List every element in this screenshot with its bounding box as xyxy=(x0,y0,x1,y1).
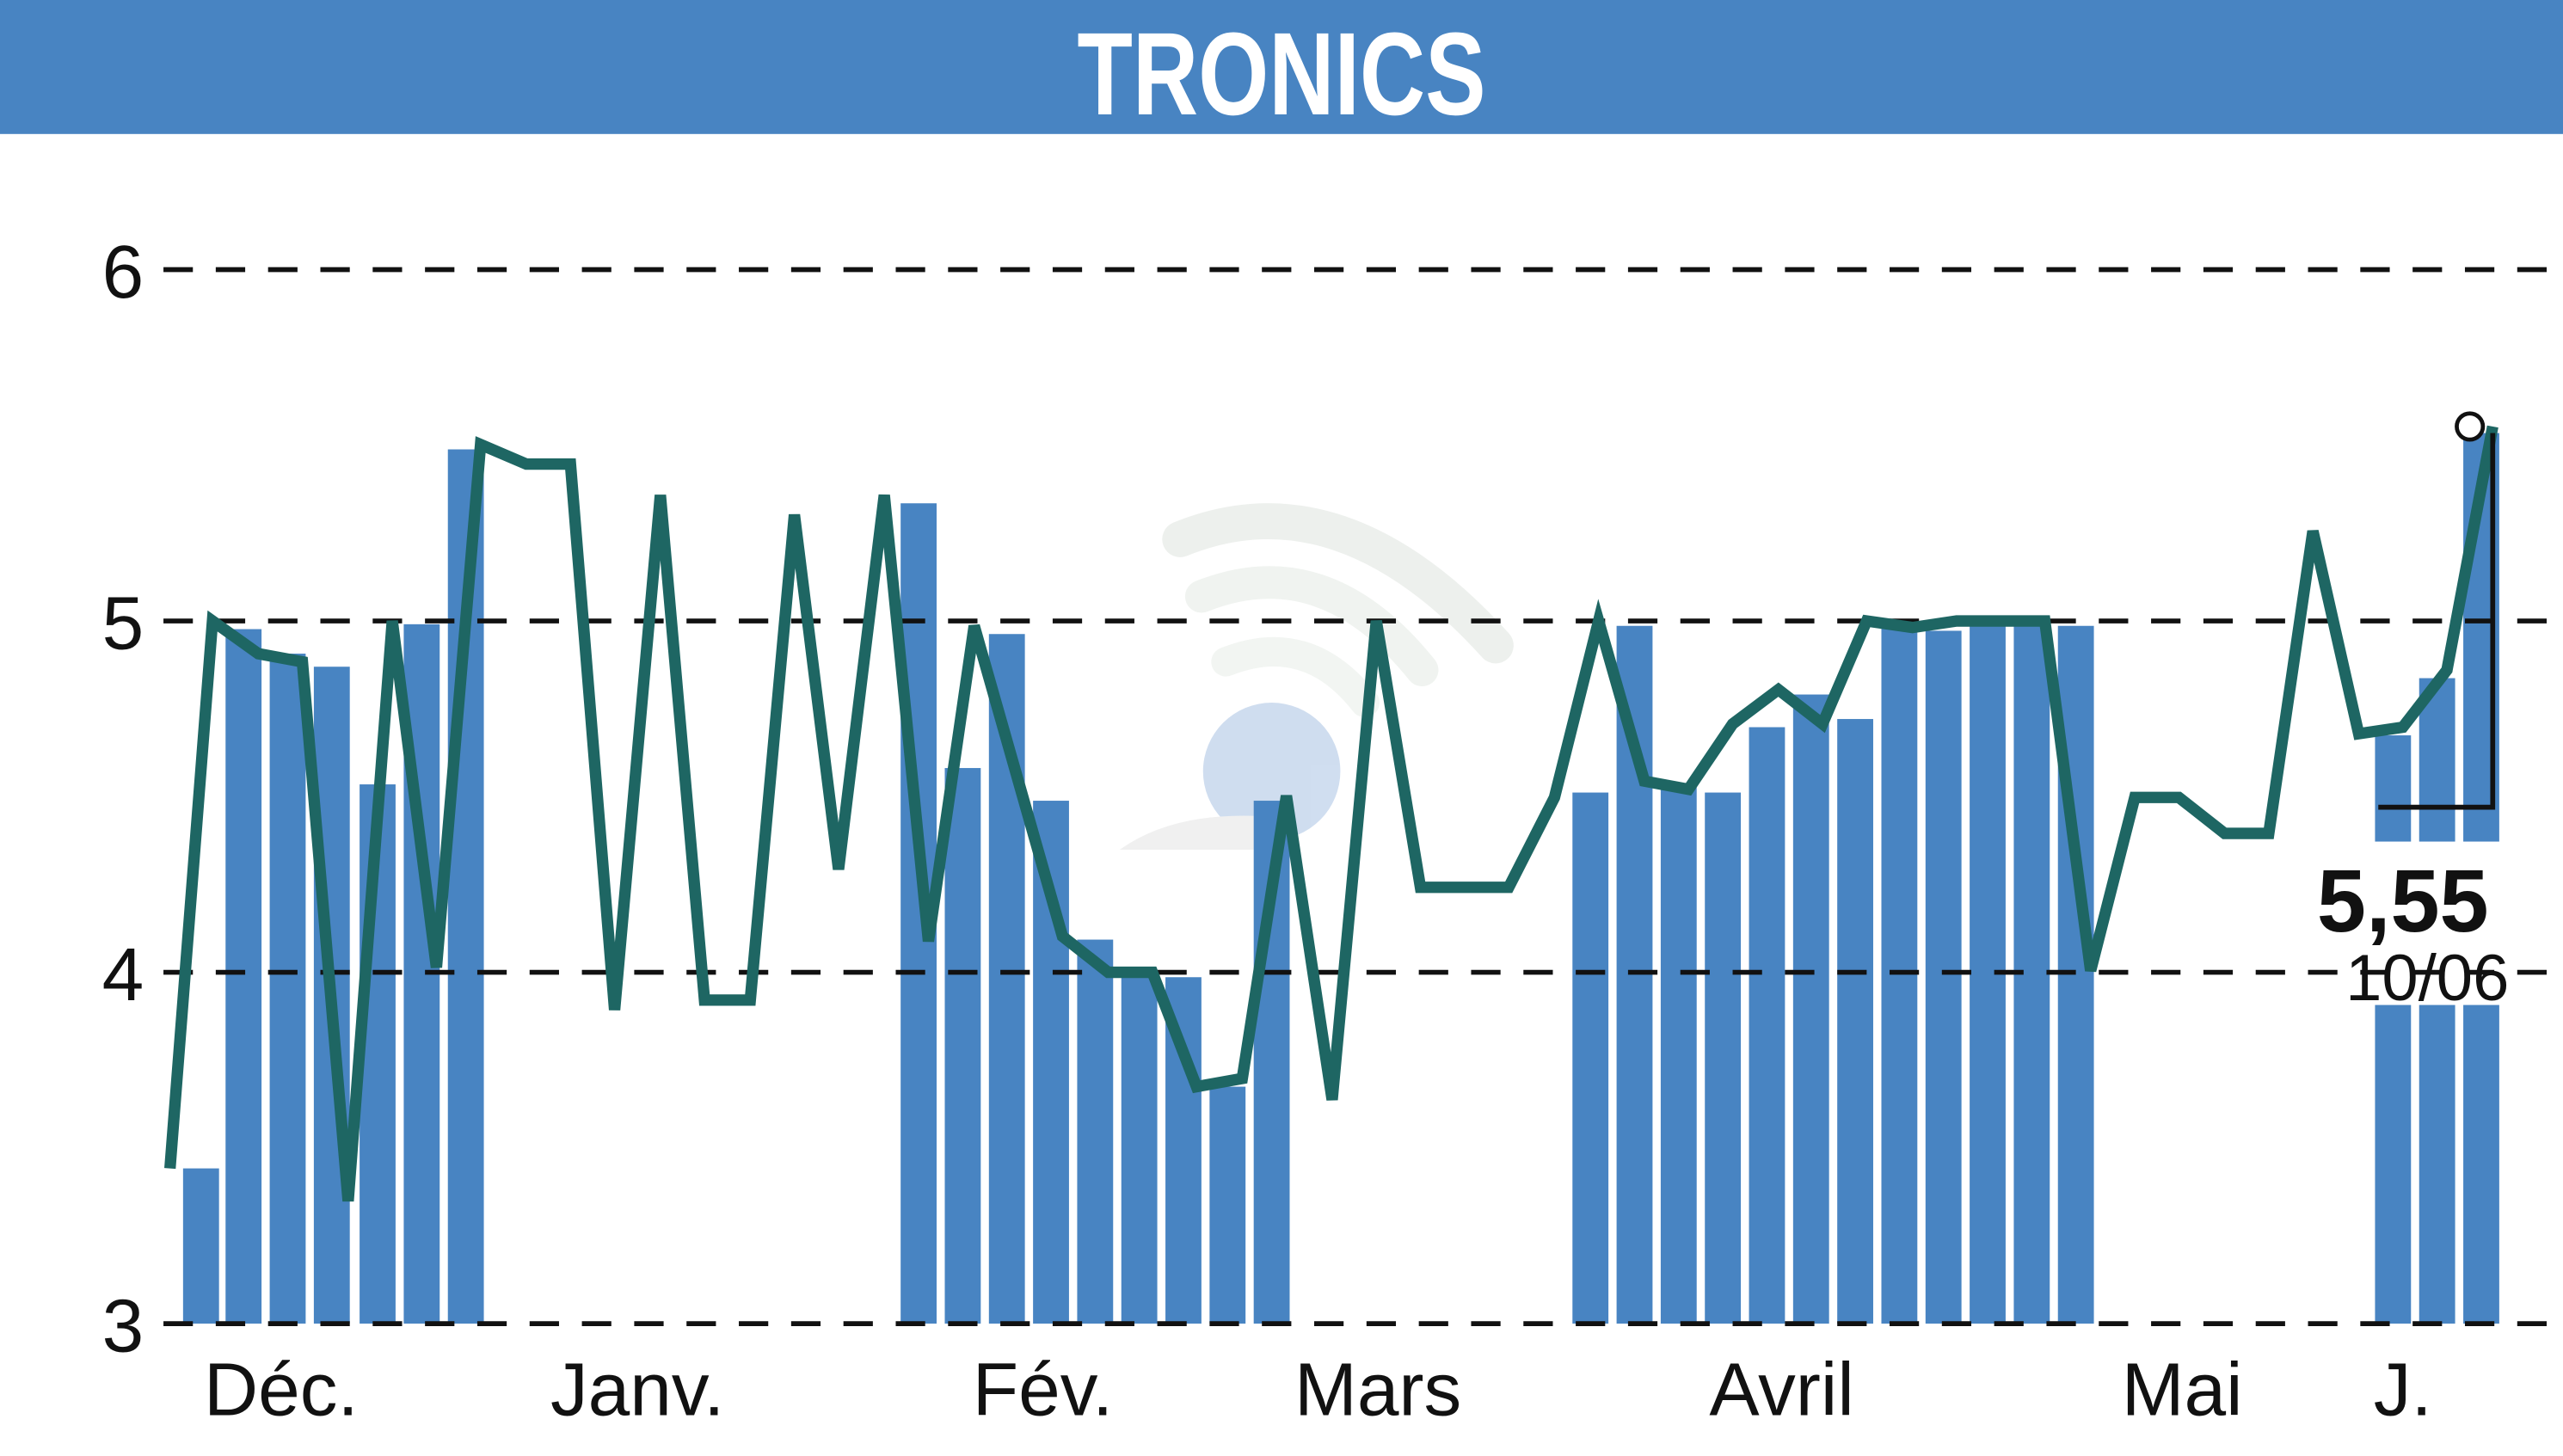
x-label-mar: Mars xyxy=(1294,1348,1461,1432)
grid-lines xyxy=(163,267,2563,1326)
last-point-marker-icon xyxy=(2455,411,2486,442)
y-label-6: 6 xyxy=(102,230,144,314)
x-axis-labels: Déc. Janv. Fév. Mars Avril Mai J. xyxy=(204,1348,2432,1432)
last-value-label: 5,55 xyxy=(2317,851,2489,950)
chart-title: TRONICS xyxy=(1077,8,1485,139)
y-label-3: 3 xyxy=(102,1283,144,1367)
header-bar xyxy=(0,0,2563,134)
x-label-feb: Fév. xyxy=(973,1348,1114,1432)
y-label-5: 5 xyxy=(102,581,144,665)
x-label-apr: Avril xyxy=(1709,1348,1853,1432)
annotation-bg xyxy=(2304,841,2510,1005)
x-label-may: Mai xyxy=(2122,1348,2243,1432)
watermark-logo-icon xyxy=(1119,503,1514,851)
y-label-4: 4 xyxy=(102,932,144,1017)
x-label-dec: Déc. xyxy=(204,1348,359,1432)
y-axis-labels: 6 5 4 3 xyxy=(102,230,144,1368)
x-label-jan: Janv. xyxy=(550,1348,724,1432)
last-date-label: 10/06 xyxy=(2345,942,2509,1015)
price-line xyxy=(164,425,2498,1202)
x-label-jun: J. xyxy=(2374,1348,2432,1432)
volume-bars xyxy=(182,433,2499,1324)
annotation-bracket xyxy=(2378,433,2496,810)
